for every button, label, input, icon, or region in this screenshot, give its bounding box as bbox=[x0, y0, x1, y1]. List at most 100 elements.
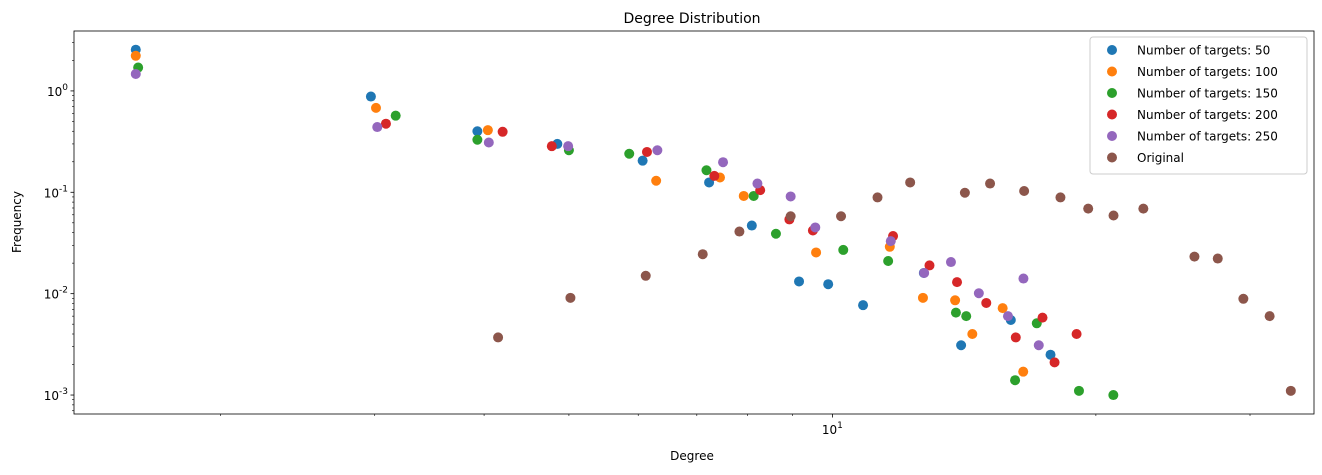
legend-label: Number of targets: 250 bbox=[1137, 130, 1278, 144]
data-point bbox=[1108, 210, 1119, 221]
data-point bbox=[1238, 293, 1249, 304]
legend-marker bbox=[1107, 131, 1117, 141]
legend-marker bbox=[1107, 66, 1117, 77]
data-point bbox=[973, 288, 984, 299]
data-point bbox=[563, 141, 574, 152]
data-point bbox=[1083, 203, 1094, 214]
data-point bbox=[770, 228, 781, 239]
data-point bbox=[701, 165, 712, 176]
x-tick-label: 101 bbox=[822, 421, 843, 437]
y-tick-label: 10-3 bbox=[44, 387, 68, 403]
data-point bbox=[1033, 340, 1044, 351]
chart-title: Degree Distribution bbox=[623, 11, 760, 27]
data-point bbox=[950, 307, 961, 318]
data-point bbox=[1010, 375, 1021, 386]
data-point bbox=[738, 190, 749, 201]
data-point bbox=[365, 91, 376, 102]
data-point bbox=[1212, 253, 1223, 264]
data-point bbox=[1019, 185, 1030, 196]
data-point bbox=[1002, 311, 1013, 322]
legend-marker bbox=[1107, 109, 1117, 120]
legend-entry: Number of targets: 250 bbox=[1107, 130, 1278, 144]
x-axis-ticks: 101 bbox=[220, 414, 1251, 437]
data-point bbox=[651, 175, 662, 186]
data-point bbox=[956, 340, 967, 351]
data-point bbox=[1045, 349, 1056, 360]
data-point bbox=[718, 157, 729, 168]
data-point bbox=[885, 236, 896, 247]
legend-label: Number of targets: 100 bbox=[1137, 65, 1278, 79]
legend-label: Number of targets: 200 bbox=[1137, 108, 1278, 122]
data-point bbox=[1108, 390, 1119, 401]
data-point bbox=[945, 257, 956, 268]
data-point bbox=[997, 303, 1008, 314]
data-point bbox=[836, 211, 847, 222]
legend-marker bbox=[1107, 152, 1117, 163]
data-point bbox=[917, 292, 928, 303]
legend-frame bbox=[1089, 36, 1308, 175]
data-point bbox=[858, 300, 869, 311]
data-point bbox=[372, 122, 383, 133]
data-point bbox=[546, 141, 557, 152]
legend-label: Original bbox=[1137, 151, 1184, 165]
data-point bbox=[709, 170, 720, 181]
data-point bbox=[640, 270, 651, 281]
legend-marker bbox=[1107, 45, 1117, 55]
data-point bbox=[748, 190, 759, 201]
data-point bbox=[1073, 385, 1084, 396]
data-point bbox=[370, 102, 381, 113]
x-axis-label: Degree bbox=[670, 449, 714, 463]
data-point bbox=[883, 255, 894, 266]
data-points bbox=[130, 44, 1296, 401]
y-axis-label: Frequency bbox=[10, 191, 24, 253]
data-point bbox=[746, 220, 757, 231]
data-point bbox=[641, 146, 652, 157]
data-point bbox=[785, 211, 796, 222]
legend-label: Number of targets: 50 bbox=[1137, 44, 1270, 58]
legend-entry: Number of targets: 100 bbox=[1107, 65, 1278, 79]
data-point bbox=[1010, 332, 1021, 343]
data-point bbox=[482, 125, 493, 136]
data-point bbox=[967, 329, 978, 340]
legend-entry: Number of targets: 150 bbox=[1107, 87, 1278, 101]
data-point bbox=[624, 148, 635, 159]
data-point bbox=[785, 191, 796, 202]
data-point bbox=[1071, 329, 1082, 340]
data-point bbox=[390, 110, 401, 121]
series-1-points bbox=[130, 50, 1029, 377]
data-point bbox=[961, 311, 972, 322]
data-point bbox=[1189, 251, 1200, 262]
data-point bbox=[1018, 366, 1029, 377]
data-point bbox=[1049, 357, 1060, 368]
data-point bbox=[752, 178, 763, 189]
y-tick-label: 10-2 bbox=[44, 286, 68, 302]
legend-entry: Number of targets: 50 bbox=[1107, 44, 1270, 58]
y-tick-label: 10-1 bbox=[44, 184, 68, 200]
series-5-points bbox=[493, 177, 1296, 396]
data-point bbox=[1264, 311, 1275, 322]
series-3-points bbox=[380, 118, 1082, 368]
data-point bbox=[380, 118, 391, 129]
data-point bbox=[472, 126, 483, 137]
y-axis-ticks: 10-3 10-2 10-1 100 bbox=[44, 42, 74, 412]
y-tick-label: 100 bbox=[47, 83, 68, 99]
series-0-points bbox=[130, 44, 1056, 360]
data-point bbox=[981, 297, 992, 308]
data-point bbox=[497, 126, 508, 137]
data-point bbox=[952, 277, 963, 288]
data-point bbox=[1055, 192, 1066, 203]
data-point bbox=[1037, 312, 1048, 323]
data-point bbox=[959, 187, 970, 198]
data-point bbox=[130, 50, 141, 61]
data-point bbox=[794, 276, 805, 287]
plot-area: 101 10-3 10-2 10-1 100 bbox=[44, 30, 1315, 437]
legend-marker bbox=[1107, 88, 1117, 98]
data-point bbox=[919, 267, 930, 278]
series-2-points bbox=[133, 62, 1119, 401]
data-point bbox=[483, 137, 494, 148]
data-point bbox=[493, 332, 504, 343]
legend-entry: Number of targets: 200 bbox=[1107, 108, 1278, 122]
data-point bbox=[1138, 203, 1149, 214]
data-point bbox=[130, 68, 141, 79]
